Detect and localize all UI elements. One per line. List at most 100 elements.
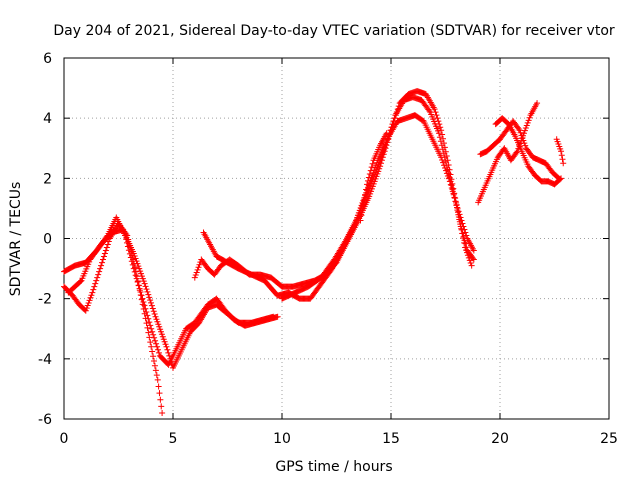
data-point — [195, 264, 202, 271]
data-point — [460, 223, 467, 230]
data-point — [521, 140, 528, 147]
data-point — [83, 305, 90, 312]
data-point — [437, 124, 444, 131]
data-point — [146, 334, 153, 341]
data-point — [444, 172, 451, 179]
x-tick-label: 15 — [382, 431, 400, 447]
data-point — [434, 115, 441, 122]
data-point — [147, 339, 154, 346]
data-point — [517, 129, 524, 136]
data-point — [470, 256, 477, 263]
data-point — [525, 117, 532, 124]
data-point — [141, 280, 148, 287]
x-tick-label: 25 — [600, 431, 618, 447]
data-point — [437, 138, 444, 145]
grid — [64, 58, 609, 419]
x-tick-label: 10 — [273, 431, 291, 447]
data-point — [454, 205, 461, 212]
data-point — [368, 188, 375, 195]
data-point — [515, 125, 522, 132]
data-point — [441, 162, 448, 169]
data-point — [391, 115, 398, 122]
data-point — [436, 134, 443, 141]
x-axis-label: GPS time / hours — [275, 459, 392, 475]
data-point — [362, 191, 369, 198]
y-axis: -6 -4 -2 0 2 4 6 — [38, 51, 609, 428]
data-point — [461, 226, 468, 233]
data-point — [99, 259, 106, 266]
data-point — [354, 214, 361, 221]
data-point — [95, 271, 102, 278]
data-point — [163, 343, 170, 350]
data-point — [101, 250, 108, 257]
data-point — [146, 294, 153, 301]
data-point — [89, 289, 96, 296]
data-point — [154, 376, 161, 383]
data-point — [90, 286, 97, 293]
data-point — [192, 272, 199, 279]
data-point — [463, 247, 470, 254]
data-point — [137, 291, 144, 298]
data-point — [372, 164, 379, 171]
data-point — [442, 167, 449, 174]
data-point — [449, 188, 456, 195]
data-point — [438, 142, 445, 149]
data-point — [155, 349, 162, 356]
data-point — [364, 181, 371, 188]
data-point — [138, 273, 145, 280]
data-point — [152, 313, 159, 320]
data-point — [143, 286, 150, 293]
data-point — [145, 291, 152, 298]
series-track-k — [553, 136, 567, 167]
data-point — [91, 283, 98, 290]
data-point — [96, 268, 103, 275]
data-point — [156, 390, 163, 397]
data-point — [518, 132, 525, 139]
data-point — [558, 152, 565, 159]
data-point — [455, 208, 462, 215]
data-point — [443, 170, 450, 177]
data-point — [155, 321, 162, 328]
y-axis-label: SDTVAR / TECUs — [8, 182, 24, 297]
data-point — [134, 260, 141, 267]
data-point — [435, 130, 442, 137]
data-point — [84, 302, 91, 309]
data-point — [88, 292, 95, 299]
data-point — [359, 207, 366, 214]
data-point — [452, 198, 459, 205]
data-point — [433, 112, 440, 119]
data-point — [144, 288, 151, 295]
data-point — [131, 253, 138, 260]
data-point — [440, 159, 447, 166]
chart-title: Day 204 of 2021, Sidereal Day-to-day VTE… — [53, 23, 615, 39]
data-point — [368, 164, 375, 171]
data-point — [132, 255, 139, 262]
data-point — [82, 307, 89, 314]
series-track-j — [492, 115, 565, 188]
data-point — [157, 396, 164, 403]
data-point — [154, 346, 161, 353]
data-point — [140, 278, 147, 285]
data-point — [159, 409, 166, 416]
data-point — [131, 264, 138, 271]
data-point — [102, 247, 109, 254]
y-tick-label: 6 — [43, 51, 52, 67]
data-point — [100, 253, 107, 260]
data-point — [557, 176, 564, 183]
data-point — [155, 383, 162, 390]
data-point — [361, 196, 368, 203]
series-track-b — [61, 220, 166, 416]
data-point — [103, 244, 110, 251]
x-tick-label: 0 — [60, 431, 69, 447]
data-point — [93, 277, 100, 284]
data-point — [85, 299, 92, 306]
data-point — [522, 125, 529, 132]
data-point — [149, 305, 156, 312]
data-point — [149, 348, 156, 355]
data-point — [360, 201, 367, 208]
x-axis: 0 5 10 15 20 25 — [60, 58, 618, 447]
data-point — [154, 343, 161, 350]
data-point — [470, 247, 477, 254]
y-tick-label: 4 — [43, 111, 52, 127]
data-point — [151, 362, 158, 369]
